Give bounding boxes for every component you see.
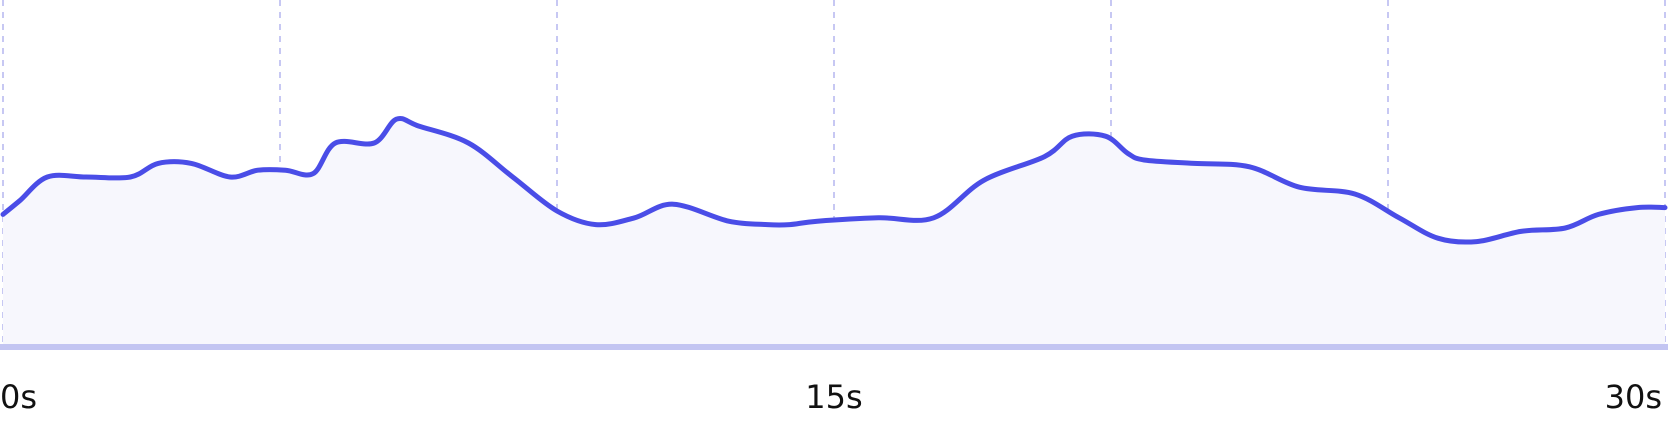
series-area-fill	[3, 118, 1665, 348]
series-line	[0, 116, 1668, 245]
x-axis-tick-labels: 0s 15s 30s	[0, 378, 1662, 416]
x-tick-label: 0s	[0, 378, 37, 416]
x-tick-label: 30s	[1605, 378, 1662, 416]
x-tick-label: 15s	[805, 378, 862, 416]
